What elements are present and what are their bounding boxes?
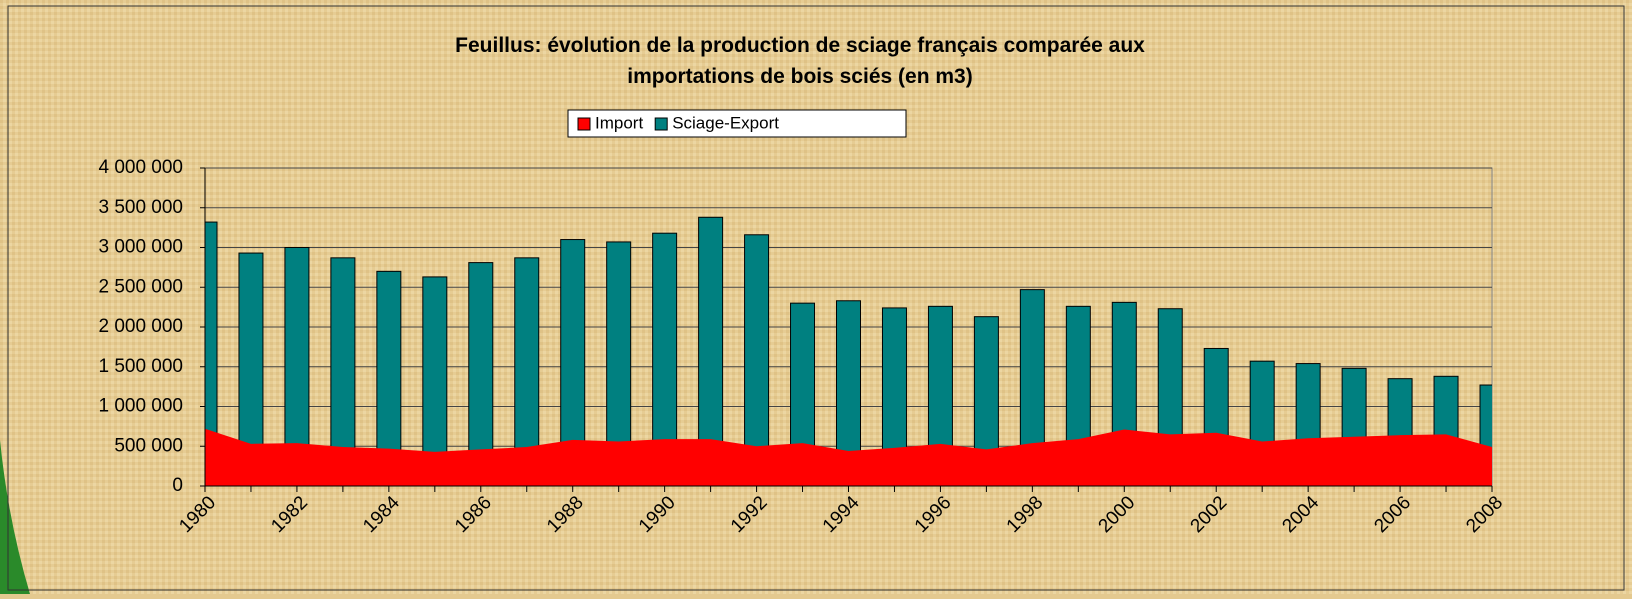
- y-tick-label: 0: [172, 475, 183, 496]
- y-tick-label: 2 500 000: [98, 276, 183, 297]
- bar: [422, 276, 448, 487]
- y-tick-label: 3 000 000: [98, 237, 183, 258]
- y-tick-label: 500 000: [114, 435, 183, 456]
- legend-label: Import: [595, 113, 643, 132]
- bar: [205, 221, 218, 487]
- area: [205, 428, 1492, 486]
- y-tick-label: 1 000 000: [98, 396, 183, 417]
- y-tick-label: 4 000 000: [98, 157, 183, 178]
- y-tick-label: 2 000 000: [98, 316, 183, 337]
- legend-swatch: [577, 117, 591, 131]
- chart-title: Feuillus: évolution de la production de …: [455, 34, 1145, 57]
- y-tick-label: 1 500 000: [98, 356, 183, 377]
- chart-frame: [7, 5, 1625, 591]
- plot: [205, 216, 1492, 487]
- bar: [744, 234, 770, 487]
- y-tick-label: 3 500 000: [98, 197, 183, 218]
- legend-box: [567, 109, 907, 138]
- legend-label: Sciage-Export: [672, 113, 779, 132]
- legend-swatch: [654, 117, 668, 131]
- chart-title: importations de bois sciés (en m3): [627, 65, 972, 88]
- legend: Import Sciage-Export: [567, 109, 907, 138]
